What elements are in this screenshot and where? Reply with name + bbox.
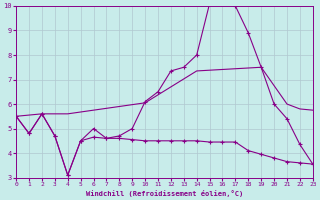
X-axis label: Windchill (Refroidissement éolien,°C): Windchill (Refroidissement éolien,°C) xyxy=(86,190,243,197)
